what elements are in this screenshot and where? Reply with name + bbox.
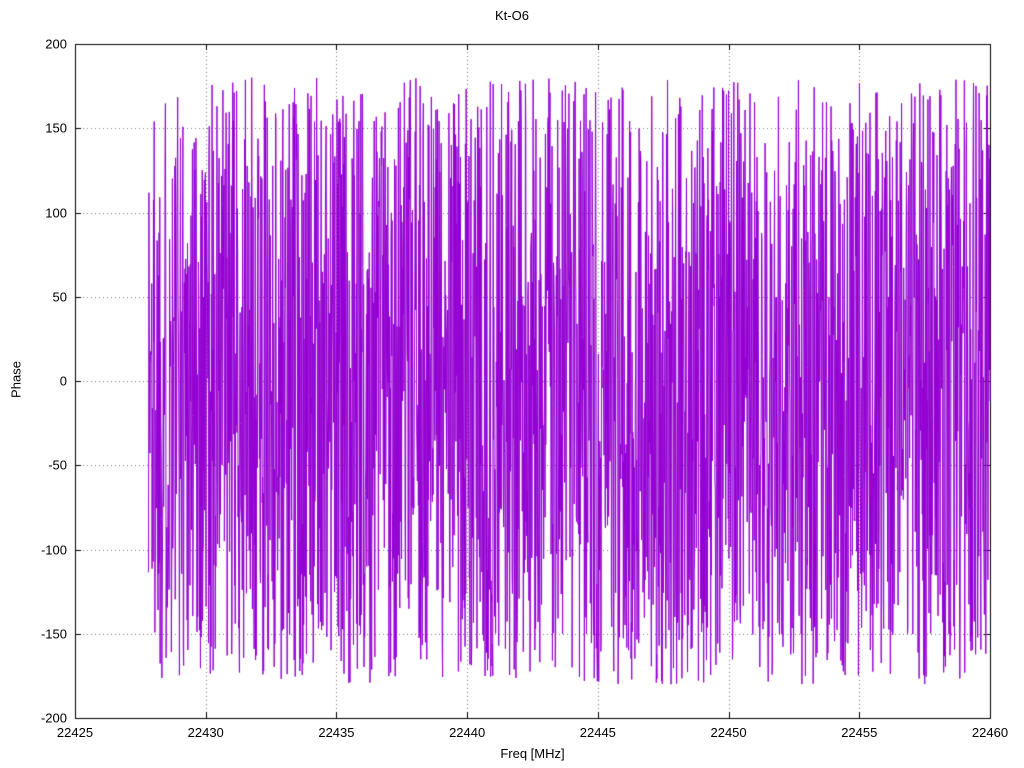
x-tick-label: 22430 [187,725,224,740]
y-tick-label: -150 [40,626,67,642]
x-tick-label: 22455 [841,725,878,740]
x-tick-label: 22425 [56,725,94,740]
y-tick-label: 50 [52,289,67,305]
x-tick-label: 22450 [710,725,747,740]
x-axis-label: Freq [MHz] [500,746,565,761]
y-tick-label: 100 [45,205,67,220]
y-tick-label: 150 [45,120,67,136]
x-tick-label: 22460 [971,725,1009,740]
y-tick-label: 200 [45,36,67,52]
chart-title: Kt-O6 [495,8,529,23]
y-tick-label: -50 [48,457,67,473]
y-tick-label: 0 [59,373,67,389]
x-tick-label: 22445 [579,725,616,740]
x-tick-label: 22440 [449,725,486,740]
y-tick-label: -200 [40,710,67,726]
y-axis-label: Phase [8,361,24,398]
x-tick-label: 22435 [318,725,355,740]
y-tick-label: -100 [40,542,67,557]
